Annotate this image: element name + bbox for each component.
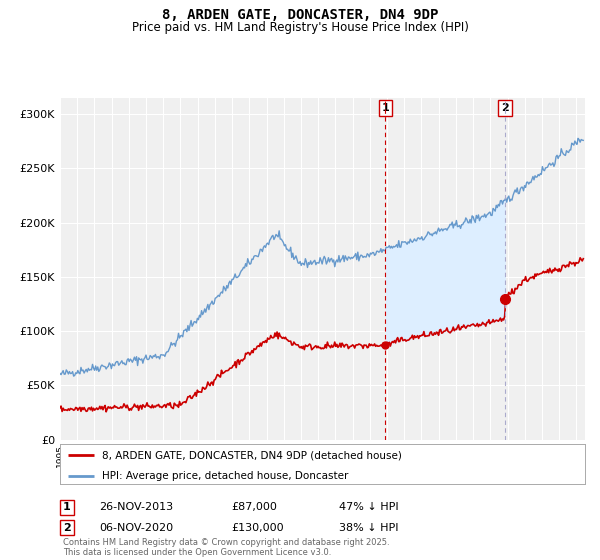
Text: Contains HM Land Registry data © Crown copyright and database right 2025.
This d: Contains HM Land Registry data © Crown c… (63, 538, 389, 557)
Text: 8, ARDEN GATE, DONCASTER, DN4 9DP (detached house): 8, ARDEN GATE, DONCASTER, DN4 9DP (detac… (102, 450, 402, 460)
Text: HPI: Average price, detached house, Doncaster: HPI: Average price, detached house, Donc… (102, 470, 349, 480)
Text: Price paid vs. HM Land Registry's House Price Index (HPI): Price paid vs. HM Land Registry's House … (131, 21, 469, 34)
Text: 06-NOV-2020: 06-NOV-2020 (99, 522, 173, 533)
Text: 26-NOV-2013: 26-NOV-2013 (99, 502, 173, 512)
Text: 8, ARDEN GATE, DONCASTER, DN4 9DP: 8, ARDEN GATE, DONCASTER, DN4 9DP (162, 8, 438, 22)
Text: 2: 2 (501, 103, 509, 113)
Text: 47% ↓ HPI: 47% ↓ HPI (339, 502, 398, 512)
Text: £87,000: £87,000 (231, 502, 277, 512)
Text: 38% ↓ HPI: 38% ↓ HPI (339, 522, 398, 533)
Text: 1: 1 (63, 502, 71, 512)
Text: 2: 2 (63, 522, 71, 533)
Text: £130,000: £130,000 (231, 522, 284, 533)
Text: 1: 1 (382, 103, 389, 113)
